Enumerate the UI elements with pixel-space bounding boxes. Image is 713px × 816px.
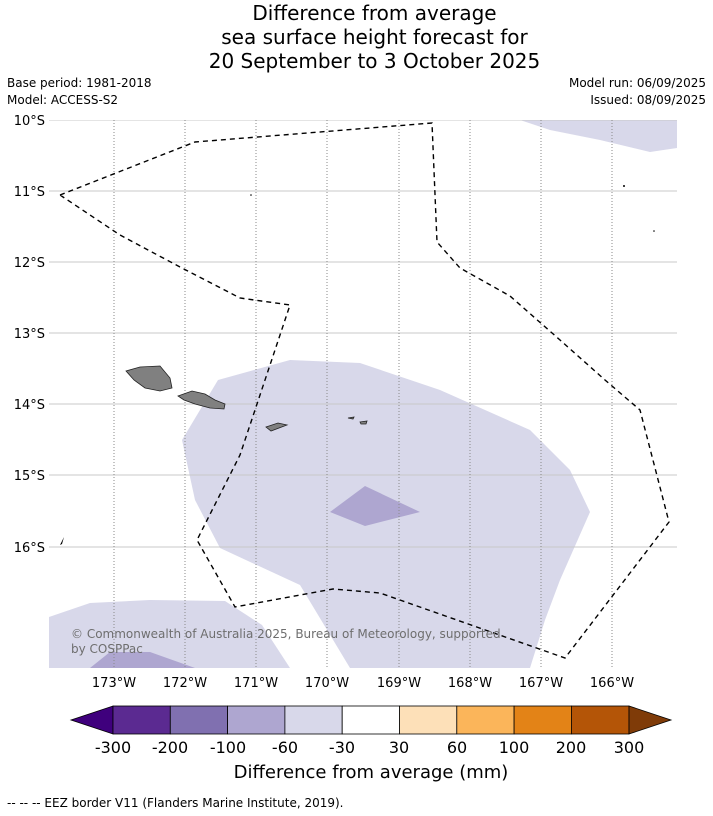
copyright-line-1: © Commonwealth of Australia 2025, Bureau… bbox=[71, 627, 501, 641]
copyright-line-2: by COSPPac bbox=[71, 642, 143, 656]
island-tutuila bbox=[265, 422, 289, 432]
lon-label: 166°W bbox=[590, 676, 634, 691]
base-period: Base period: 1981-2018 bbox=[7, 76, 152, 90]
lat-label: 14°S bbox=[14, 398, 45, 413]
anomaly-region-southwest bbox=[49, 600, 290, 668]
anomaly-region-northeast bbox=[520, 120, 677, 152]
colorbar-tick: -200 bbox=[152, 738, 188, 757]
lon-label: 170°W bbox=[305, 676, 349, 691]
colorbar-swatch bbox=[284, 705, 343, 735]
meta-right: Model run: 06/09/2025 Issued: 08/09/2025 bbox=[569, 75, 706, 109]
lon-label: 167°W bbox=[519, 676, 563, 691]
lat-gridlines bbox=[49, 120, 677, 548]
colorbar-tick: -300 bbox=[95, 738, 131, 757]
lat-labels: 10°S 11°S 12°S 13°S 14°S 15°S 16°S bbox=[14, 114, 45, 556]
colorbar-tick: 300 bbox=[614, 738, 645, 757]
title-line-1: Difference from average bbox=[252, 1, 497, 25]
island-dot-1 bbox=[250, 194, 252, 196]
lat-label: 16°S bbox=[14, 541, 45, 556]
island-upolu bbox=[177, 390, 226, 410]
lon-label: 168°W bbox=[448, 676, 492, 691]
anomaly-region-inner bbox=[330, 486, 420, 526]
colorbar-swatch bbox=[456, 705, 515, 735]
colorbar-swatch bbox=[169, 705, 229, 735]
colorbar-left-extension bbox=[69, 705, 114, 735]
colorbar-swatch bbox=[513, 705, 572, 735]
title-line-3: 20 September to 3 October 2025 bbox=[208, 49, 541, 73]
island-tau bbox=[359, 420, 368, 425]
colorbar-tick-labels: -300 -200 -100 -60 -30 30 60 100 200 300 bbox=[95, 738, 644, 757]
colorbar-title: Difference from average (mm) bbox=[234, 762, 509, 783]
lat-label: 13°S bbox=[14, 327, 45, 342]
island-ofu bbox=[347, 416, 355, 420]
colorbar-swatch bbox=[571, 705, 630, 735]
model-name: Model: ACCESS-S2 bbox=[7, 93, 119, 107]
island-dot-3 bbox=[653, 230, 655, 232]
colorbar-tick: -60 bbox=[272, 738, 298, 757]
lon-label: 171°W bbox=[234, 676, 278, 691]
island-savaii bbox=[125, 365, 173, 392]
colorbar-swatch bbox=[399, 705, 458, 735]
lon-labels: 173°W 172°W 171°W 170°W 169°W 168°W 167°… bbox=[92, 676, 634, 691]
colorbar-swatch bbox=[112, 705, 171, 735]
colorbar-tick: 60 bbox=[447, 738, 467, 757]
eez-border bbox=[58, 122, 670, 659]
lat-label: 12°S bbox=[14, 256, 45, 271]
colorbar-right-extension bbox=[628, 705, 673, 735]
issued-date: Issued: 08/09/2025 bbox=[590, 93, 706, 107]
colorbar-tick: 200 bbox=[556, 738, 587, 757]
colorbar bbox=[69, 705, 673, 735]
meta-left: Base period: 1981-2018 Model: ACCESS-S2 bbox=[7, 75, 152, 109]
island-dot-2 bbox=[623, 185, 625, 187]
map-figure: © Commonwealth of Australia 2025, Bureau… bbox=[14, 114, 677, 783]
lon-label: 173°W bbox=[92, 676, 136, 691]
colorbar-tick: 30 bbox=[389, 738, 409, 757]
colorbar-tick: 100 bbox=[499, 738, 530, 757]
colorbar-tick: -30 bbox=[329, 738, 355, 757]
island-dot-4 bbox=[60, 537, 64, 545]
lon-label: 169°W bbox=[377, 676, 421, 691]
model-run: Model run: 06/09/2025 bbox=[568, 76, 706, 90]
anomaly-region-southwest-inner bbox=[90, 652, 195, 668]
colorbar-tick: -100 bbox=[210, 738, 246, 757]
colorbar-swatch bbox=[341, 705, 400, 735]
eez-legend: -- -- -- EEZ border V11 (Flanders Marine… bbox=[7, 796, 344, 810]
lat-label: 11°S bbox=[14, 185, 45, 200]
chart-title: Difference from average sea surface heig… bbox=[0, 1, 713, 73]
lon-label: 172°W bbox=[163, 676, 207, 691]
title-line-2: sea surface height forecast for bbox=[221, 25, 528, 49]
lat-label: 10°S bbox=[14, 114, 45, 129]
colorbar-swatch bbox=[227, 705, 286, 735]
lat-label: 15°S bbox=[14, 469, 45, 484]
map-area: © Commonwealth of Australia 2025, Bureau… bbox=[49, 120, 677, 668]
